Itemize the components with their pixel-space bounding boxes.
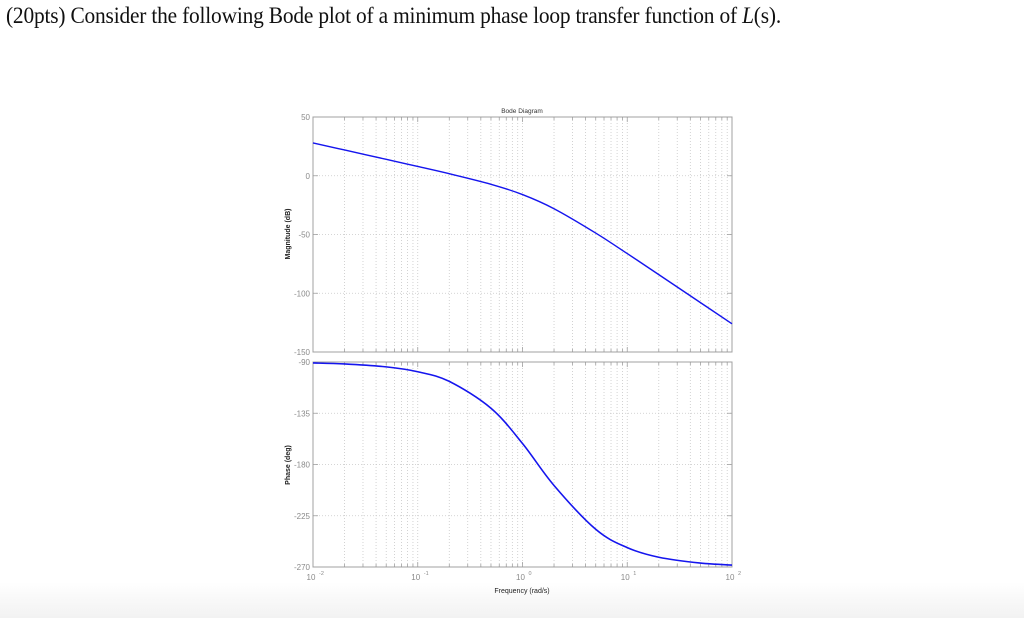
ytick-label: -135 <box>294 409 311 418</box>
magnitude-axes-box <box>312 116 733 353</box>
phase-ylabel: Phase (deg) <box>285 445 292 485</box>
ytick-label: -50 <box>298 231 310 240</box>
xtick-label: 10 <box>621 573 630 582</box>
xtick-exponent: 0 <box>529 571 532 577</box>
ytick-label: -225 <box>294 512 311 521</box>
magnitude-ytick-labels: 50 0 -50 -100 -150 <box>294 113 311 357</box>
question-suffix: . <box>775 3 781 28</box>
xtick-exponent: -1 <box>424 571 429 577</box>
xtick-label: 10 <box>411 573 420 582</box>
magnitude-grid <box>312 116 732 353</box>
phase-ytick-labels: -90 -135 -180 -225 -270 <box>294 358 311 572</box>
xtick-label: 10 <box>307 573 316 582</box>
ytick-label: -90 <box>298 358 310 367</box>
frequency-tick-labels: 10 -2 10 -1 10 0 10 1 10 2 <box>307 571 742 582</box>
ytick-label: -150 <box>294 348 311 357</box>
question-prefix: (20pts) Consider the following Bode plot… <box>6 3 743 28</box>
function-name: L <box>742 3 754 28</box>
xtick-label: 10 <box>726 573 735 582</box>
frequency-xlabel: Frequency (rad/s) <box>494 588 549 595</box>
phase-axes-box <box>312 361 733 568</box>
magnitude-panel: 50 0 -50 -100 -150 Magnitude (dB) <box>285 113 733 357</box>
question-text: (20pts) Consider the following Bode plot… <box>6 3 781 29</box>
ytick-label: 50 <box>301 113 310 122</box>
xtick-exponent: -2 <box>319 571 324 577</box>
phase-panel: -90 -135 -180 -225 -270 Phase (deg) <box>285 358 733 572</box>
ytick-label: -270 <box>294 563 311 572</box>
phase-grid <box>312 361 732 568</box>
magnitude-curve <box>312 142 733 325</box>
xtick-exponent: 1 <box>633 571 636 577</box>
ytick-label: -100 <box>294 289 311 298</box>
xtick-label: 10 <box>516 573 525 582</box>
ytick-label: -180 <box>294 461 311 470</box>
magnitude-ylabel: Magnitude (dB) <box>285 209 292 260</box>
ytick-label: 0 <box>306 172 311 181</box>
chart-title: Bode Diagram <box>501 108 543 115</box>
xtick-exponent: 2 <box>738 571 741 577</box>
phase-curve <box>312 362 733 566</box>
function-arg: (s) <box>753 3 776 28</box>
